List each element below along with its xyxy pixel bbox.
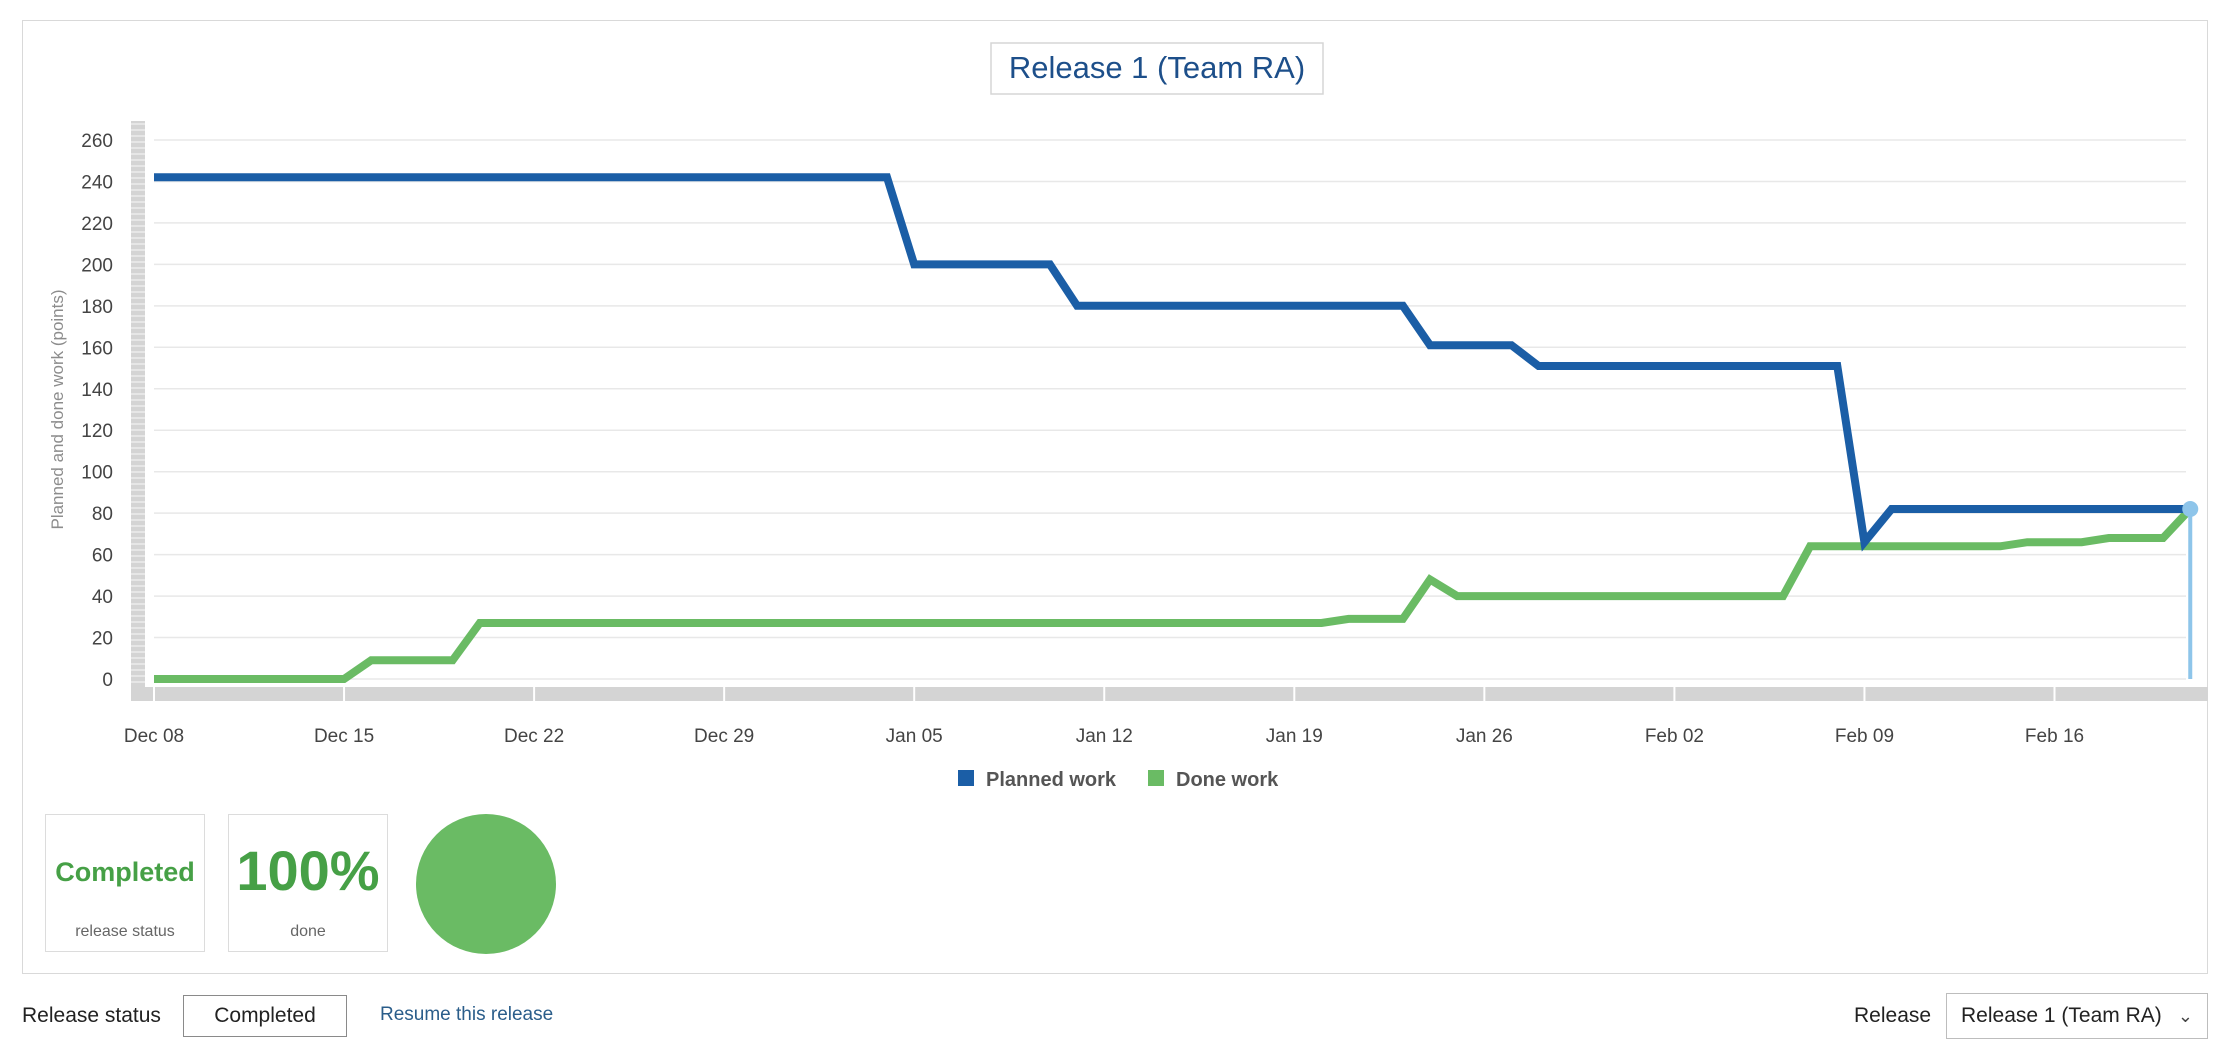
release-status-caption: release status: [75, 923, 175, 940]
percent-done-card: 100% done: [228, 814, 388, 952]
resume-release-link[interactable]: Resume this release: [380, 1004, 554, 1025]
x-tick-label: Dec 15: [314, 726, 374, 747]
y-tick-label: 120: [81, 421, 113, 442]
burnup-chart: 0 20 40 60 80 100 120 140 160 180 200 220 240 260 Dec …: [48, 42, 2208, 791]
x-tick-label: Jan 19: [1266, 726, 1323, 747]
y-tick-label: 40: [92, 587, 113, 608]
x-tick-label: Feb 16: [2025, 726, 2084, 747]
y-tick-label: 0: [102, 670, 113, 691]
y-tick-label: 220: [81, 214, 113, 235]
x-tick-label: Jan 26: [1456, 726, 1513, 747]
y-tick-label: 200: [81, 255, 113, 276]
legend-swatch-planned-work: [958, 770, 974, 786]
release-select-value: Release 1 (Team RA): [1961, 1004, 2162, 1027]
completion-pie: [416, 814, 556, 954]
y-tick-label: 20: [92, 629, 113, 650]
x-tick-label: Dec 22: [504, 726, 564, 747]
release-status-label: Release status: [22, 1004, 161, 1027]
y-axis-title: Planned and done work (points): [48, 289, 67, 529]
y-tick-label: 160: [81, 338, 113, 359]
release-status-button[interactable]: Completed: [183, 995, 347, 1037]
chevron-down-icon: ⌄: [2177, 1006, 2193, 1026]
legend-swatch-done-work: [1148, 770, 1164, 786]
chart-title-box: [990, 42, 1324, 95]
x-tick-label: Dec 29: [694, 726, 754, 747]
hover-point[interactable]: [2182, 501, 2199, 518]
y-tick-label: 60: [92, 546, 113, 567]
x-tick-label: Jan 12: [1076, 726, 1133, 747]
x-tick-label: Feb 02: [1645, 726, 1704, 747]
x-scrollbar[interactable]: [131, 687, 2208, 701]
percent-done-value: 100%: [236, 839, 380, 902]
x-tick-label: Dec 08: [124, 726, 184, 747]
x-tick-label: Jan 05: [886, 726, 943, 747]
release-burnup-panel: 0 20 40 60 80 100 120 140 160 180 200 220 240 260 Dec …: [22, 20, 2208, 974]
y-tick-label: 260: [81, 131, 113, 152]
series-line-planned-work: [154, 173, 2191, 552]
percent-done-caption: done: [290, 923, 326, 940]
y-tick-label: 140: [81, 380, 113, 401]
y-tick-label: 100: [81, 463, 113, 484]
legend-label-done-work[interactable]: Done work: [1176, 769, 1279, 791]
y-tick-label: 240: [81, 172, 113, 193]
x-tick-label: Feb 09: [1835, 726, 1894, 747]
y-scrollbar[interactable]: [131, 121, 145, 689]
release-status-value: Completed: [55, 857, 195, 887]
release-select-label: Release: [1854, 1004, 1932, 1027]
legend-label-planned-work[interactable]: Planned work: [986, 769, 1117, 791]
chart-title: Release 1 (Team RA): [1009, 50, 1305, 85]
release-select[interactable]: Release 1 (Team RA) ⌄: [1946, 993, 2208, 1039]
y-tick-label: 80: [92, 504, 113, 525]
y-tick-label: 180: [81, 297, 113, 318]
release-status-card: Completed release status: [45, 814, 205, 952]
series-line-done-work: [154, 506, 2194, 683]
